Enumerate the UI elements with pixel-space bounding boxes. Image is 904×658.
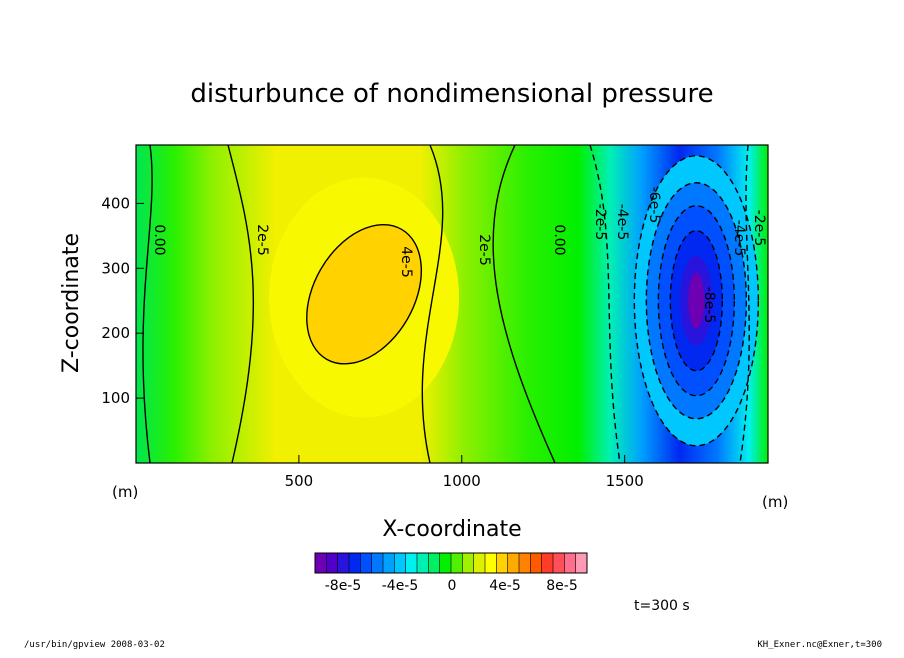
colorbar-tick-label: -4e-5 — [382, 578, 419, 594]
colorbar-swatch — [315, 553, 327, 573]
colorbar-tick-label: 4e-5 — [489, 578, 520, 594]
contour-zero-left — [142, 145, 153, 463]
colorbar-swatch — [485, 553, 497, 573]
contour-2e5-mid — [421, 145, 444, 463]
colorbar-swatch — [439, 553, 452, 573]
time-label: t=300 s — [634, 598, 690, 614]
colorbar-swatch — [417, 553, 429, 573]
contour-negative-1 — [645, 182, 748, 420]
contour-label: 4e-5 — [398, 246, 414, 277]
y-tick-label: 400 — [101, 194, 130, 212]
contour-label: -2e-5 — [592, 204, 608, 241]
contour-label: -4e-5 — [731, 220, 747, 257]
colorbar-swatch — [462, 553, 475, 573]
negative-band-5 — [688, 272, 705, 329]
colorbar-swatch — [405, 553, 418, 573]
colorbar-swatch — [553, 553, 565, 573]
contour-negative-2 — [657, 205, 736, 397]
contour-label: -8e-5 — [701, 287, 717, 324]
colorbar-swatch — [473, 553, 486, 573]
chart-title: disturbunce of nondimensional pressure — [190, 79, 713, 109]
positive-core — [306, 224, 422, 364]
y-tick-label: 200 — [101, 324, 130, 342]
contours: 0.00 2e-54e-5 2e-5 0.00 -2e-5 -4e-5 -6e-5-8e-5… — [142, 145, 767, 463]
y-tick-label: 100 — [101, 389, 130, 407]
colorbar-swatch — [496, 553, 509, 573]
colorbar-swatch — [360, 553, 373, 573]
colorbar-tick-label: 0 — [448, 578, 457, 594]
contour-negative-3 — [669, 230, 724, 372]
colorbar-swatch — [530, 553, 543, 573]
colorbar-tick-label: 8e-5 — [546, 578, 577, 594]
colorbar: -8e-5 -4e-5 0 4e-5 8e-5 — [314, 552, 588, 594]
colorbar-swatch — [394, 553, 407, 573]
axes: 500 1000 1500 100 200 300 400 — [101, 194, 643, 490]
contour-label: -4e-5 — [614, 204, 630, 241]
x-tick-label: 1500 — [606, 472, 644, 490]
colorbar-frame — [314, 552, 588, 574]
contour-negative-0 — [633, 155, 760, 447]
field — [136, 145, 768, 463]
colorbar-swatch — [507, 553, 520, 573]
colorbar-tick-label: -8e-5 — [325, 578, 362, 594]
x-tick-label: 500 — [285, 472, 314, 490]
contour-label: 0.00 — [551, 224, 567, 255]
colorbar-swatch — [564, 553, 577, 573]
colorbar-swatch — [349, 553, 361, 573]
contour-label: -2e-5 — [751, 210, 767, 247]
x-unit-right: (m) — [762, 493, 788, 511]
colorbar-swatch — [519, 553, 531, 573]
colorbar-swatch — [326, 553, 339, 573]
contour-2e5-left — [227, 145, 255, 463]
contour-zero-right — [492, 145, 556, 463]
x-axis-label: X-coordinate — [382, 517, 521, 542]
contour-label: 0.00 — [151, 224, 167, 255]
contour-label: 2e-5 — [254, 224, 270, 255]
footer-left: /usr/bin/gpview 2008-03-02 — [24, 640, 165, 650]
footer-right: KH_Exner.nc@Exner,t=300 — [757, 640, 882, 650]
colorbar-swatch — [337, 553, 350, 573]
x-tick-label: 1000 — [443, 472, 481, 490]
contour-4e5 — [306, 223, 423, 365]
contour-neg2e5-right — [739, 145, 750, 463]
x-unit-left: (m) — [112, 483, 138, 501]
colorbar-swatch — [428, 553, 441, 573]
y-axis-label: Z-coordinate — [59, 233, 84, 373]
colorbar-swatch — [383, 553, 395, 573]
colorbar-swatch — [541, 553, 554, 573]
colorbar-swatch — [451, 553, 463, 573]
y-tick-label: 300 — [101, 259, 130, 277]
colorbar-swatch — [575, 553, 588, 573]
plot-frame — [135, 144, 769, 464]
contour-label: -6e-5 — [646, 187, 662, 224]
contour-label: 2e-5 — [476, 234, 492, 265]
colorbar-swatch — [371, 553, 384, 573]
